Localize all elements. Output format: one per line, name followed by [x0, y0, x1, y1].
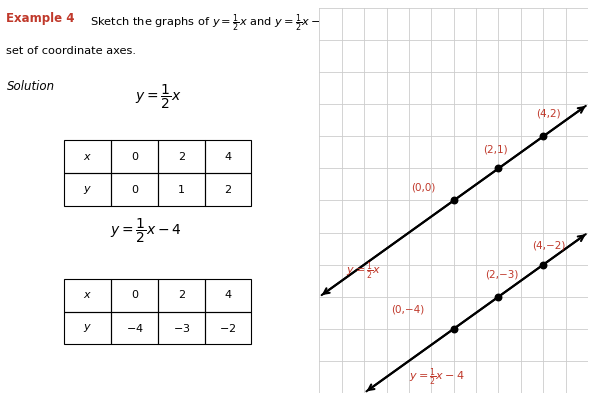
Text: Solution: Solution — [7, 80, 54, 93]
Text: 2: 2 — [178, 152, 185, 162]
Text: $y = \dfrac{1}{2}x - 4$: $y = \dfrac{1}{2}x - 4$ — [110, 217, 181, 245]
Text: (0,−4): (0,−4) — [391, 305, 424, 314]
Bar — [64, 173, 111, 206]
Text: set of coordinate axes.: set of coordinate axes. — [7, 46, 137, 56]
Text: $x$: $x$ — [84, 290, 93, 300]
Point — [449, 197, 458, 204]
Bar — [111, 312, 158, 344]
Text: $y$: $y$ — [84, 322, 93, 334]
Text: 2: 2 — [178, 290, 185, 300]
Text: (2,−3): (2,−3) — [485, 269, 518, 279]
Point — [538, 261, 548, 268]
Text: $y=\frac{1}{2}x-4$: $y=\frac{1}{2}x-4$ — [409, 366, 464, 388]
Text: $x$: $x$ — [84, 152, 93, 162]
Point — [449, 326, 458, 332]
Bar — [205, 279, 251, 312]
Text: 4: 4 — [224, 290, 232, 300]
Text: $-2$: $-2$ — [220, 322, 237, 334]
Point — [494, 165, 503, 172]
Text: 2: 2 — [224, 185, 232, 194]
Text: 0: 0 — [131, 152, 138, 162]
Bar — [111, 279, 158, 312]
Text: $-3$: $-3$ — [173, 322, 190, 334]
Bar — [64, 140, 111, 173]
Text: (0,0): (0,0) — [411, 183, 436, 192]
Bar — [158, 173, 205, 206]
Text: Sketch the graphs of $y = \frac{1}{2}x$ and $y = \frac{1}{2}x - 4$ on the same: Sketch the graphs of $y = \frac{1}{2}x$ … — [90, 12, 406, 34]
Bar — [205, 173, 251, 206]
Point — [538, 133, 548, 140]
Bar — [158, 140, 205, 173]
Bar — [158, 312, 205, 344]
Text: (4,2): (4,2) — [537, 109, 561, 119]
Bar — [64, 279, 111, 312]
Bar — [205, 140, 251, 173]
Point — [494, 294, 503, 300]
Text: $y = \dfrac{1}{2}x$: $y = \dfrac{1}{2}x$ — [136, 82, 182, 111]
Bar — [64, 312, 111, 344]
Text: $-4$: $-4$ — [126, 322, 143, 334]
Text: 4: 4 — [224, 152, 232, 162]
Text: Example 4: Example 4 — [7, 12, 75, 25]
Text: 0: 0 — [131, 185, 138, 194]
Bar — [158, 279, 205, 312]
Text: 0: 0 — [131, 290, 138, 300]
Text: (4,−2): (4,−2) — [532, 241, 565, 250]
Text: (2,1): (2,1) — [483, 144, 507, 154]
Bar — [205, 312, 251, 344]
Bar — [111, 140, 158, 173]
Text: $y$: $y$ — [84, 184, 93, 196]
Bar — [111, 173, 158, 206]
Text: 1: 1 — [178, 185, 185, 194]
Text: $y=\frac{1}{2}x$: $y=\frac{1}{2}x$ — [346, 260, 382, 282]
